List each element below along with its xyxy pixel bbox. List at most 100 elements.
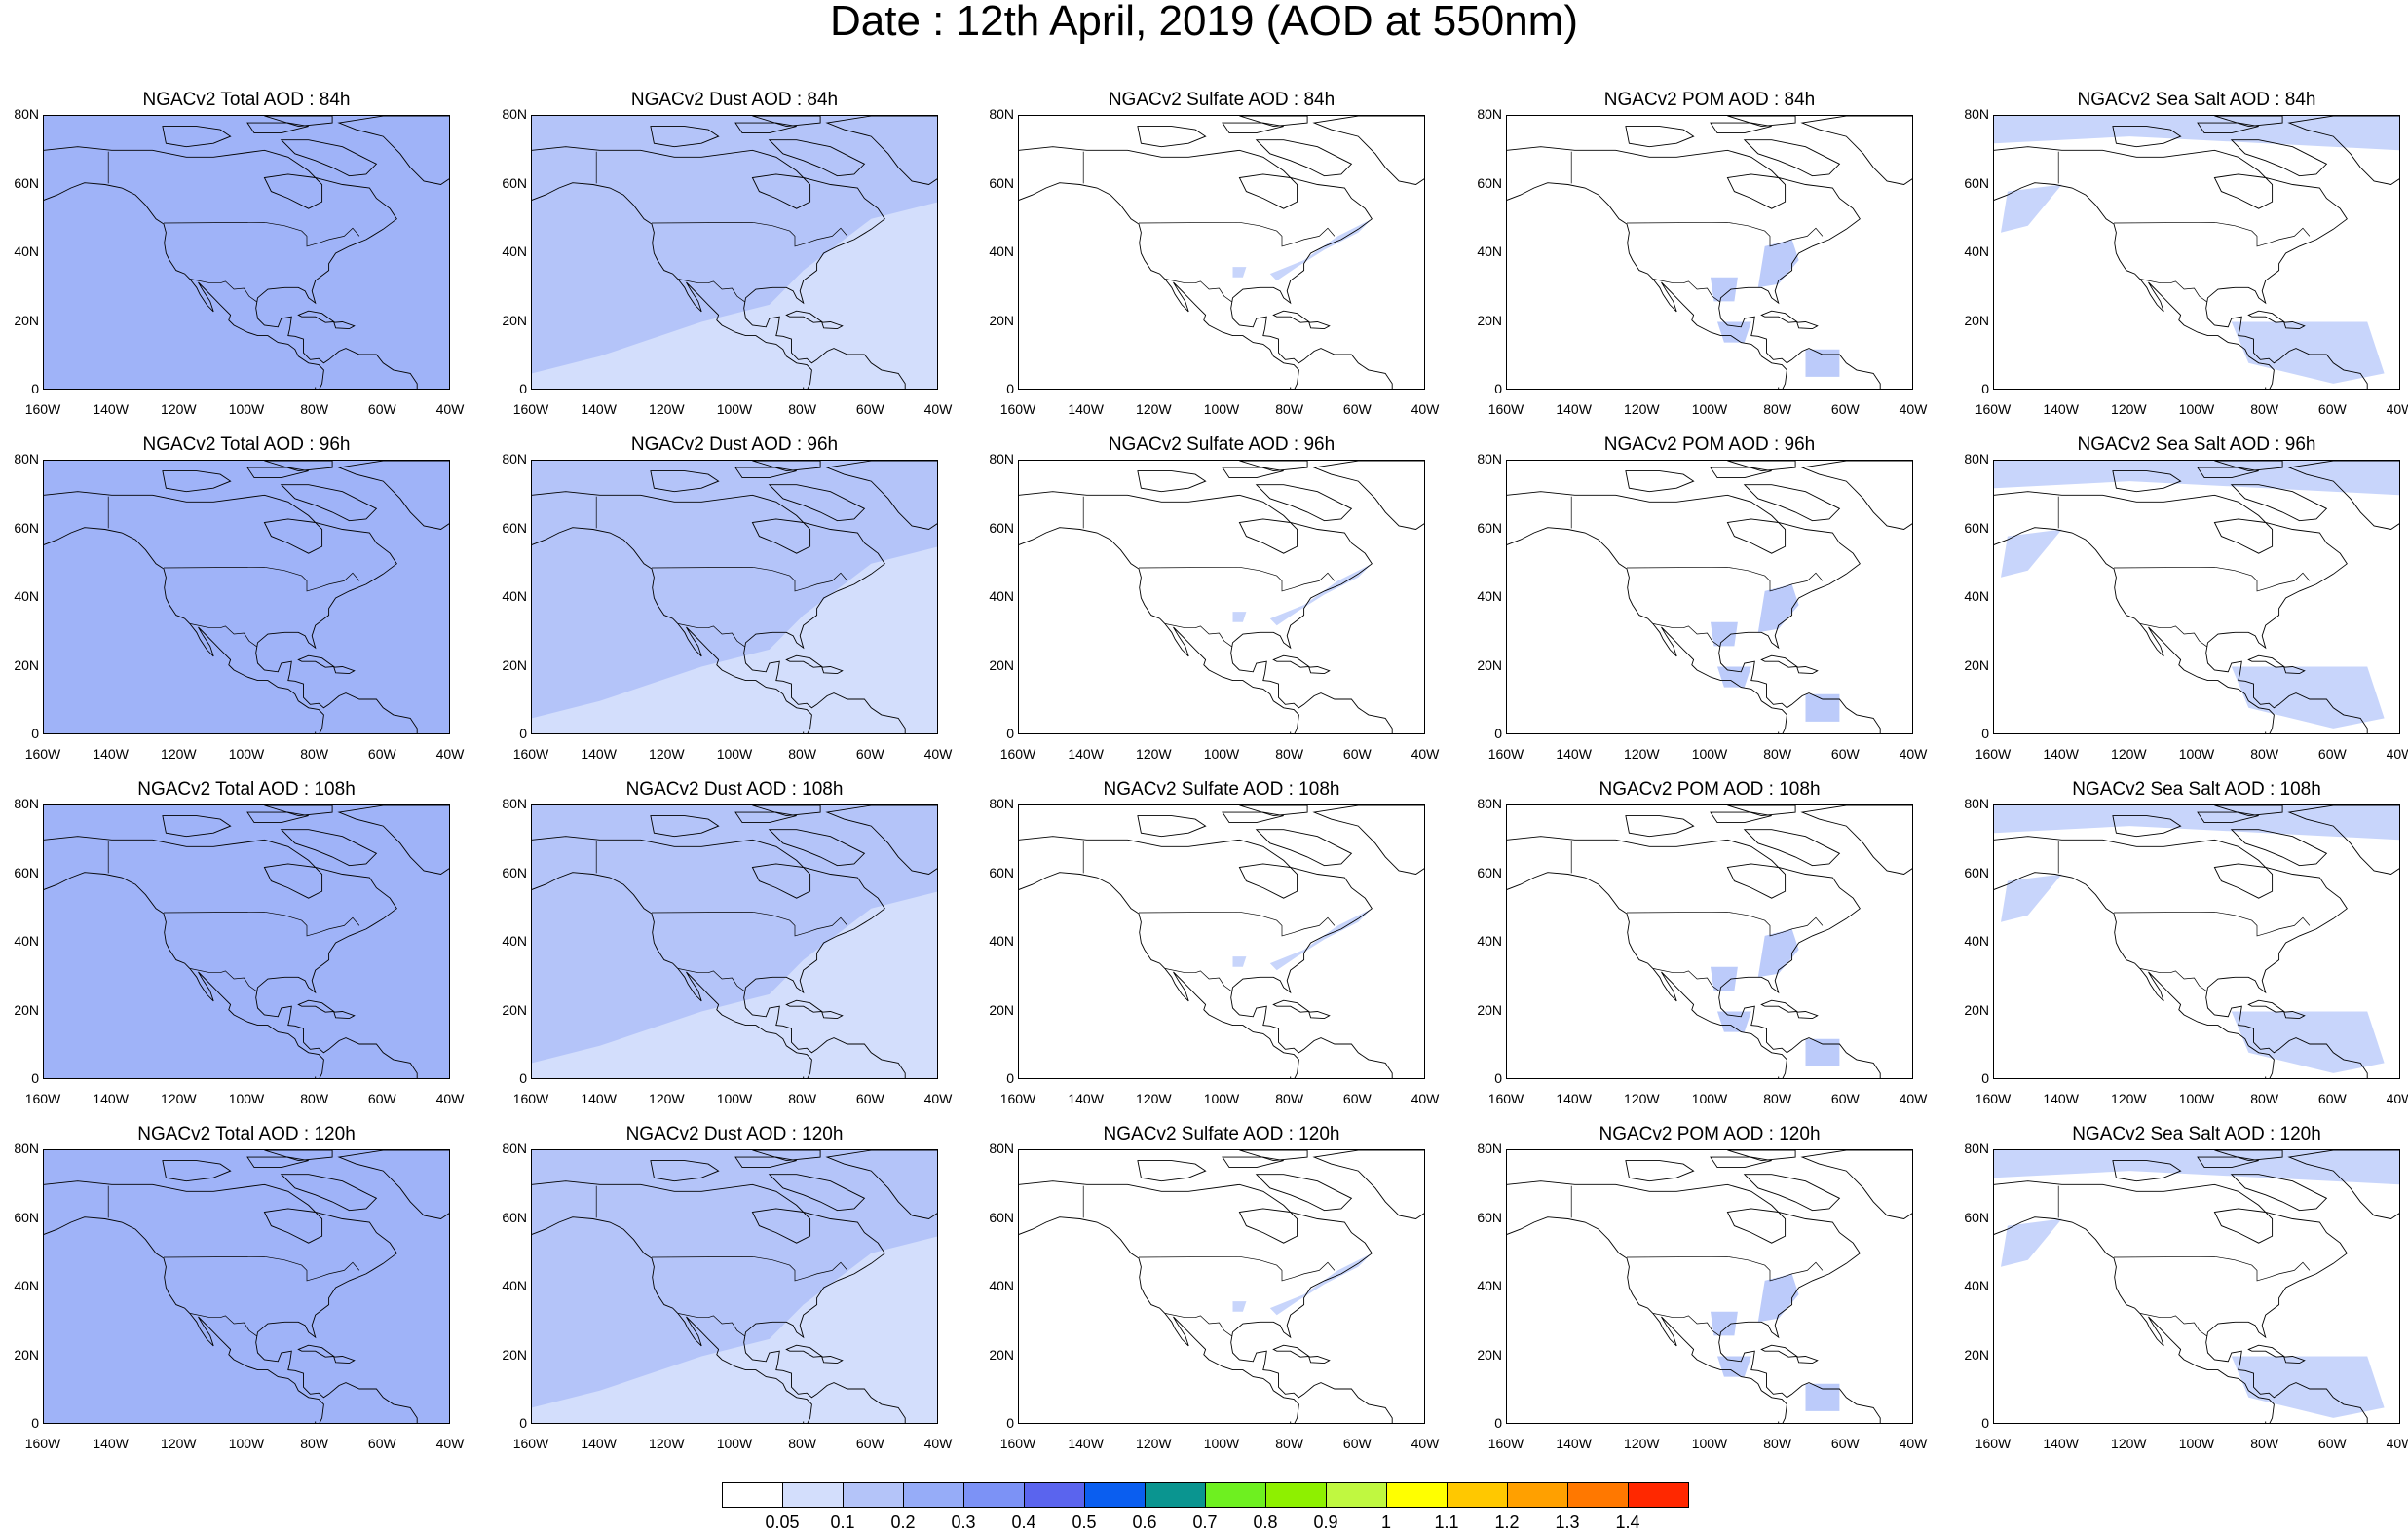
coastline xyxy=(2214,1150,2283,1162)
map-canvas xyxy=(1019,805,1424,1078)
x-tick-label: 120W xyxy=(649,1436,685,1451)
y-tick-label: 60N xyxy=(1477,174,1502,191)
coastline xyxy=(825,805,937,875)
y-tick-label: 80N xyxy=(502,451,527,467)
panel-title: NGACv2 POM AOD : 84h xyxy=(1603,90,1816,110)
map-panel-dust-2: NGACv2 Dust AOD : 108h 80N 60N 40N 20N 0 160W… xyxy=(488,775,981,1118)
colorbar-box xyxy=(963,1482,1025,1508)
coastline xyxy=(1137,815,1207,838)
coastline xyxy=(2287,461,2399,530)
coastline xyxy=(1019,491,1393,733)
x-tick-label: 160W xyxy=(512,401,549,417)
figure-title: Date : 12th April, 2019 (AOD at 550nm) xyxy=(830,0,1578,45)
map-panel-pom-0: NGACv2 POM AOD : 84h 80N 60N 40N 20N 0 160W 14… xyxy=(1463,86,1956,429)
x-tick-label: 120W xyxy=(161,1436,197,1451)
x-tick-label: 100W xyxy=(228,1091,265,1106)
x-tick-label: 160W xyxy=(1487,401,1524,417)
y-tick-label: 20N xyxy=(989,312,1014,328)
y-tick-label: 80N xyxy=(989,796,1014,811)
x-tick-label: 100W xyxy=(1203,746,1240,762)
border xyxy=(1626,911,1824,937)
x-tick-label: 160W xyxy=(512,1091,549,1106)
coastline xyxy=(1796,321,1819,330)
coastline xyxy=(2214,461,2283,472)
map-canvas xyxy=(1019,116,1424,389)
map-plot xyxy=(531,1149,938,1424)
coastline xyxy=(1727,461,1796,472)
y-tick-label: 40N xyxy=(1964,933,1989,949)
coastline xyxy=(2112,815,2182,838)
x-tick-label: 60W xyxy=(1342,1436,1372,1451)
map-plot xyxy=(531,804,938,1079)
x-tick-label: 80W xyxy=(1763,1436,1792,1451)
map-plot xyxy=(43,1149,450,1424)
x-tick-label: 40W xyxy=(2386,1436,2408,1451)
y-tick-label: 20N xyxy=(14,1001,39,1018)
border xyxy=(1138,221,1336,247)
map-canvas xyxy=(44,805,449,1078)
border xyxy=(2113,1255,2311,1282)
coastline xyxy=(2112,1160,2182,1182)
coastline xyxy=(337,461,449,530)
x-tick-label: 120W xyxy=(1624,401,1660,417)
border xyxy=(163,566,360,592)
border xyxy=(1626,221,1824,247)
colorbar-label: 1.2 xyxy=(1494,1513,1520,1532)
border xyxy=(1164,1313,1232,1336)
x-tick-label: 80W xyxy=(300,401,329,417)
coastline xyxy=(1800,1150,1912,1219)
y-tick-label: 80N xyxy=(1964,1140,1989,1156)
panel-title: NGACv2 Sulfate AOD : 96h xyxy=(1108,434,1336,455)
colorbar-box xyxy=(903,1482,964,1508)
x-tick-label: 120W xyxy=(161,746,197,762)
x-tick-label: 40W xyxy=(435,746,465,762)
coastline xyxy=(734,1156,797,1169)
y-tick-label: 80N xyxy=(14,1140,39,1156)
x-tick-label: 40W xyxy=(1411,746,1440,762)
y-tick-label: 0 xyxy=(519,1070,527,1086)
coastline xyxy=(1312,116,1424,185)
coastline xyxy=(1994,146,2368,389)
coastline xyxy=(2214,116,2283,128)
x-tick-label: 100W xyxy=(228,1436,265,1451)
y-tick-label: 40N xyxy=(1964,1278,1989,1293)
x-tick-label: 140W xyxy=(2043,401,2079,417)
map-panel-sulfate-3: NGACv2 Sulfate AOD : 120h 80N 60N 40N 20N 0 1… xyxy=(975,1120,1468,1463)
border xyxy=(2113,221,2311,247)
panel-title: NGACv2 Sulfate AOD : 108h xyxy=(1103,779,1340,800)
x-tick-label: 140W xyxy=(1068,1091,1104,1106)
coastline xyxy=(297,310,336,323)
x-tick-label: 140W xyxy=(1068,401,1104,417)
border xyxy=(1652,968,1720,991)
y-tick-label: 40N xyxy=(502,933,527,949)
coastline xyxy=(1710,1156,1772,1169)
coastline xyxy=(1308,1011,1331,1020)
panel-title: NGACv2 Total AOD : 84h xyxy=(142,90,351,110)
border xyxy=(1138,1255,1336,1282)
map-plot xyxy=(1018,804,1425,1079)
x-tick-label: 140W xyxy=(1556,401,1592,417)
coastline xyxy=(1710,467,1772,479)
border xyxy=(2113,911,2311,937)
y-tick-label: 0 xyxy=(1006,1415,1014,1431)
map-canvas xyxy=(532,116,937,389)
y-tick-label: 40N xyxy=(1964,588,1989,604)
coastline xyxy=(1308,666,1331,675)
x-tick-label: 40W xyxy=(1899,746,1928,762)
coastline xyxy=(162,1160,232,1182)
map-panel-total-2: NGACv2 Total AOD : 108h 80N 60N 40N 20N 0 160… xyxy=(0,775,493,1118)
border xyxy=(163,1255,360,1282)
x-tick-label: 60W xyxy=(1830,746,1860,762)
coastline xyxy=(2287,805,2399,875)
coastline xyxy=(297,1344,336,1358)
coastline xyxy=(2214,805,2283,817)
y-tick-label: 60N xyxy=(1964,174,1989,191)
coastline xyxy=(825,461,937,530)
map-canvas xyxy=(1507,805,1912,1078)
coastline xyxy=(1994,836,2368,1078)
y-tick-label: 20N xyxy=(502,1346,527,1363)
x-tick-label: 120W xyxy=(2111,1091,2147,1106)
x-tick-label: 100W xyxy=(2178,401,2215,417)
coastline xyxy=(1800,461,1912,530)
colorbar-label: 1 xyxy=(1380,1513,1391,1532)
